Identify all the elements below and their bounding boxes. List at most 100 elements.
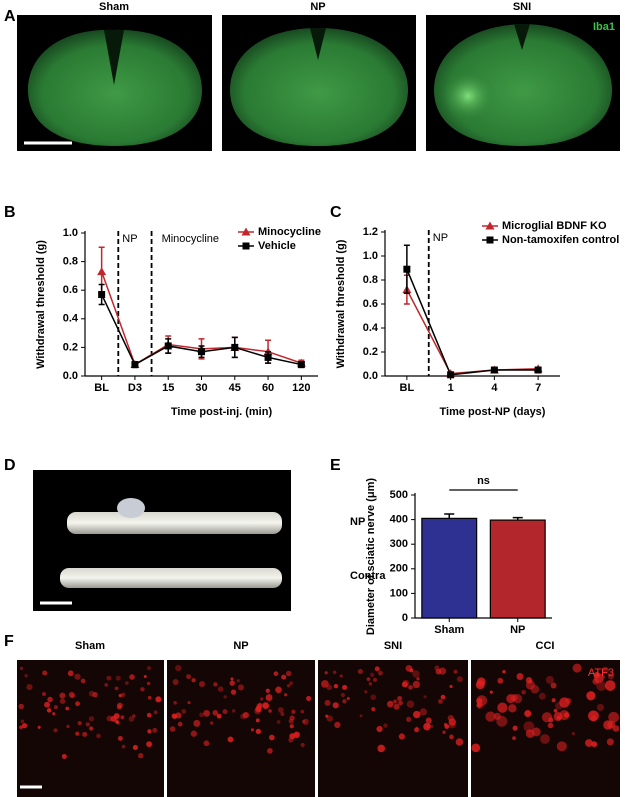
- marker: [97, 267, 107, 276]
- cell: [475, 680, 485, 690]
- spinal-cord: [28, 29, 202, 146]
- cell: [332, 702, 339, 709]
- cell: [456, 676, 463, 683]
- image-label: SNI: [513, 1, 531, 13]
- cell: [440, 694, 446, 700]
- cell: [116, 702, 123, 709]
- cell: [455, 738, 464, 746]
- cell: [547, 722, 554, 729]
- cell: [413, 710, 421, 719]
- cell: [497, 702, 508, 713]
- cell: [236, 679, 240, 683]
- cell: [359, 714, 363, 718]
- y-tick-label: 100: [390, 587, 408, 599]
- cell: [143, 674, 147, 678]
- cell: [364, 690, 368, 694]
- cell: [147, 695, 152, 700]
- cell: [412, 670, 420, 678]
- cell: [169, 726, 176, 732]
- cell: [121, 744, 126, 749]
- cell: [53, 728, 58, 733]
- x-tick-label: NP: [510, 624, 525, 636]
- cell: [212, 710, 219, 716]
- microglia-hotspot: [440, 70, 496, 122]
- cell: [59, 698, 66, 704]
- cell: [357, 668, 363, 674]
- cell: [523, 721, 535, 733]
- cell: [572, 663, 582, 673]
- cell: [425, 717, 432, 724]
- y-tick-label: 500: [390, 489, 408, 501]
- x-tick-label: 15: [162, 382, 174, 394]
- annotation: NP: [122, 233, 137, 245]
- cell: [96, 733, 101, 739]
- cell: [590, 715, 597, 722]
- cell: [213, 682, 218, 687]
- panel-letter: D: [4, 457, 16, 474]
- cell: [190, 730, 197, 737]
- cell: [397, 695, 403, 701]
- marker: [447, 371, 455, 379]
- x-tick-label: Sham: [434, 624, 464, 636]
- cell: [288, 737, 294, 743]
- cell: [430, 724, 434, 728]
- cell: [250, 728, 254, 732]
- legend-label: Minocycline: [258, 226, 321, 238]
- cell: [325, 714, 329, 718]
- cell: [596, 681, 606, 691]
- cell: [52, 712, 56, 716]
- annotation: Minocycline: [162, 233, 219, 245]
- cell: [209, 721, 214, 725]
- cell: [254, 707, 261, 715]
- marker: [534, 366, 542, 374]
- bar: [489, 519, 546, 619]
- marker: [231, 343, 239, 351]
- spinal-cord-notch: [310, 28, 326, 60]
- cell: [222, 709, 228, 715]
- cell: [408, 685, 413, 690]
- cell: [260, 697, 264, 701]
- image-label: NP: [350, 516, 365, 528]
- cell: [223, 695, 227, 699]
- cell: [525, 729, 535, 738]
- y-tick-label: 0.8: [63, 256, 78, 268]
- cell: [172, 714, 177, 719]
- cell: [41, 691, 47, 697]
- y-tick-label: 0.0: [363, 370, 378, 382]
- cell: [321, 680, 329, 688]
- cell: [237, 684, 244, 691]
- cell: [230, 677, 234, 681]
- cell: [77, 721, 82, 726]
- cell: [116, 721, 121, 726]
- cell: [175, 664, 182, 672]
- image-label: NP: [233, 640, 248, 652]
- y-tick-label: 0.2: [363, 346, 378, 358]
- cell: [286, 684, 291, 688]
- cell: [608, 711, 620, 723]
- cell: [120, 692, 126, 698]
- cell: [152, 727, 158, 733]
- x-tick-label: 1: [448, 382, 454, 394]
- y-axis-label: Diameter of sciatic nerve (μm): [365, 478, 377, 635]
- marker: [242, 242, 250, 250]
- cell: [277, 707, 284, 713]
- y-tick-label: 200: [390, 563, 408, 575]
- cell: [412, 680, 420, 689]
- cell: [556, 715, 561, 720]
- cell: [604, 680, 616, 691]
- cell: [596, 703, 605, 712]
- panel-f-images: [17, 660, 620, 797]
- cell: [37, 725, 41, 729]
- panel-letter: C: [330, 204, 342, 221]
- cell: [262, 702, 269, 710]
- y-axis-label: Withdrawal threshold (g): [335, 239, 347, 368]
- photo: [33, 470, 291, 611]
- y-tick-label: 0.8: [363, 274, 378, 286]
- cell: [300, 709, 305, 714]
- cell: [177, 721, 183, 727]
- cell: [406, 700, 415, 708]
- cell: [186, 674, 192, 680]
- image-label: CCI: [536, 640, 555, 652]
- cell: [393, 699, 397, 704]
- cell: [374, 666, 380, 672]
